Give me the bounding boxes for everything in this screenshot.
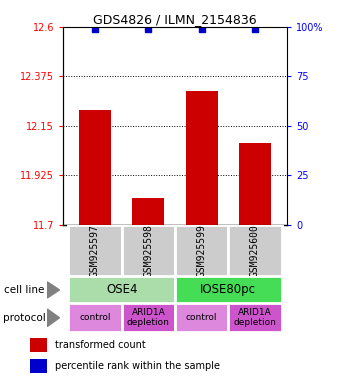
Text: GSM925598: GSM925598 <box>144 224 153 277</box>
Text: GSM925599: GSM925599 <box>197 224 206 277</box>
Text: control: control <box>186 313 217 322</box>
Bar <box>68 225 122 276</box>
Text: cell line: cell line <box>4 285 44 295</box>
Text: ARID1A
depletion: ARID1A depletion <box>127 308 170 328</box>
Bar <box>175 303 228 332</box>
Bar <box>132 198 164 225</box>
Text: percentile rank within the sample: percentile rank within the sample <box>55 361 220 371</box>
Bar <box>79 110 111 225</box>
Bar <box>175 276 282 303</box>
Bar <box>228 303 282 332</box>
Text: IOSE80pc: IOSE80pc <box>200 283 256 296</box>
Text: protocol: protocol <box>4 313 46 323</box>
Bar <box>186 91 218 225</box>
Bar <box>68 303 122 332</box>
Polygon shape <box>47 282 60 298</box>
Bar <box>30 338 47 352</box>
Title: GDS4826 / ILMN_2154836: GDS4826 / ILMN_2154836 <box>93 13 257 26</box>
Text: control: control <box>79 313 111 322</box>
Text: OSE4: OSE4 <box>106 283 138 296</box>
Bar <box>68 276 175 303</box>
Bar <box>239 143 271 225</box>
Text: ARID1A
depletion: ARID1A depletion <box>233 308 276 328</box>
Bar <box>122 303 175 332</box>
Bar <box>228 225 282 276</box>
Bar <box>122 225 175 276</box>
Bar <box>30 359 47 373</box>
Text: GSM925597: GSM925597 <box>90 224 100 277</box>
Text: GSM925600: GSM925600 <box>250 224 260 277</box>
Text: transformed count: transformed count <box>55 340 146 350</box>
Polygon shape <box>47 309 60 326</box>
Bar <box>175 225 228 276</box>
